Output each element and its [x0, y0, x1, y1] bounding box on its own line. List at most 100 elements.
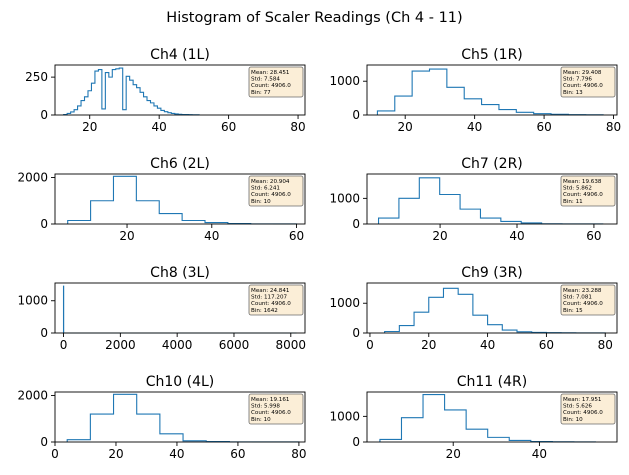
axes-frame: [54, 64, 306, 116]
stats-line: Std: 5.626: [563, 404, 592, 410]
stats-line: Std: 6.241: [251, 186, 280, 192]
y-tick-label: 0: [40, 435, 48, 449]
x-tick-label: 20: [398, 120, 413, 134]
figure-title: Histogram of Scaler Readings (Ch 4 - 11): [166, 10, 462, 26]
axes-frame: [54, 282, 306, 334]
x-tick-label: 20: [119, 229, 134, 243]
stats-line: Std: 5.998: [251, 404, 280, 410]
x-tick-label: 40: [480, 338, 495, 352]
stats-line: Std: 7.796: [563, 77, 592, 83]
x-tick-label: 4000: [162, 338, 193, 352]
panel-title: Ch4 (1L): [150, 47, 210, 63]
stats-line: Mean: 17.951: [563, 397, 602, 403]
y-tick-label: 0: [40, 217, 48, 231]
stats-line: Mean: 23.288: [563, 288, 602, 294]
stats-line: Count: 4906.0: [563, 83, 603, 89]
y-tick-label: 0: [40, 108, 48, 122]
stats-line: Bin: 13: [563, 90, 583, 96]
stats-line: Count: 4906.0: [563, 192, 603, 198]
axes-frame: [366, 173, 618, 225]
x-tick-label: 20: [432, 229, 447, 243]
x-tick-label: 80: [290, 120, 305, 134]
x-tick-label: 60: [221, 120, 236, 134]
panel-5: Ch8 (3L) 0 2000 4000 6000 8000 0 1000 Mean: 24.8…: [17, 265, 306, 352]
stats-line: Std: 7.584: [251, 77, 280, 83]
stats-line: Count: 4906.0: [563, 301, 603, 307]
axes-frame: [366, 64, 618, 116]
x-tick-label: 40: [467, 120, 482, 134]
y-tick-label: 0: [352, 435, 360, 449]
stats-line: Mean: 24.841: [251, 288, 290, 294]
x-tick-label: 60: [539, 338, 554, 352]
stats-line: Mean: 29.408: [563, 70, 602, 76]
stats-box: [248, 175, 304, 207]
stats-line: Bin: 11: [563, 199, 583, 205]
histogram-series: [376, 68, 604, 116]
stats-box: [560, 284, 616, 316]
y-tick-label: 2000: [17, 170, 48, 184]
x-tick-label: 40: [152, 120, 167, 134]
stats-line: Bin: 77: [251, 90, 271, 96]
panel-title: Ch7 (2R): [461, 156, 523, 172]
stats-box: [560, 66, 616, 98]
stats-line: Bin: 10: [563, 417, 583, 423]
x-tick-label: 8000: [276, 338, 307, 352]
stats-box: [560, 175, 616, 207]
axes-frame: [54, 391, 306, 443]
stats-line: Mean: 19.638: [563, 179, 602, 185]
x-tick-label: 0: [366, 338, 374, 352]
x-tick-label: 2000: [105, 338, 136, 352]
axes-frame: [366, 282, 618, 334]
x-tick-label: 20: [446, 447, 461, 461]
panel-title: Ch10 (4L): [146, 374, 215, 390]
x-tick-label: 6000: [219, 338, 250, 352]
stats-line: Count: 4906.0: [251, 83, 291, 89]
x-tick-label: 80: [291, 447, 306, 461]
x-tick-label: 20: [421, 338, 436, 352]
stats-box: [248, 66, 304, 98]
stats-line: Std: 5.862: [563, 186, 592, 192]
stats-box: [248, 284, 304, 316]
y-tick-label: 0: [352, 217, 360, 231]
stats-line: Bin: 10: [251, 199, 271, 205]
x-tick-label: 60: [289, 229, 304, 243]
stats-line: Mean: 20.904: [251, 179, 290, 185]
stats-line: Count: 4906.0: [251, 192, 291, 198]
stats-line: Count: 4906.0: [563, 410, 603, 416]
stats-line: Bin: 10: [251, 417, 271, 423]
panel-title: Ch9 (3R): [461, 265, 523, 281]
y-tick-label: 0: [40, 326, 48, 340]
y-tick-label: 0: [352, 108, 360, 122]
x-tick-label: 40: [532, 447, 547, 461]
x-tick-label: 20: [108, 447, 123, 461]
stats-line: Std: 117.207: [251, 295, 288, 301]
x-tick-label: 60: [586, 229, 601, 243]
x-tick-label: 80: [606, 120, 621, 134]
stats-line: Count: 4906.0: [251, 301, 291, 307]
y-tick-label: 1000: [329, 191, 360, 205]
x-tick-label: 0: [51, 447, 59, 461]
stats-line: Std: 7.081: [563, 295, 592, 301]
y-tick-label: 1000: [329, 296, 360, 310]
stats-box: [248, 393, 304, 425]
y-tick-label: 1000: [329, 409, 360, 423]
x-tick-label: 20: [82, 120, 97, 134]
y-tick-label: 2000: [17, 388, 48, 402]
histogram-series: [63, 67, 200, 116]
panel-title: Ch11 (4R): [457, 374, 527, 390]
axes-frame: [366, 391, 618, 443]
y-tick-label: 1000: [17, 294, 48, 308]
x-tick-label: 80: [598, 338, 613, 352]
y-tick-label: 250: [25, 70, 48, 84]
x-tick-label: 60: [230, 447, 245, 461]
panel-title: Ch6 (2L): [150, 156, 210, 172]
x-tick-label: 40: [169, 447, 184, 461]
y-tick-label: 0: [352, 326, 360, 340]
